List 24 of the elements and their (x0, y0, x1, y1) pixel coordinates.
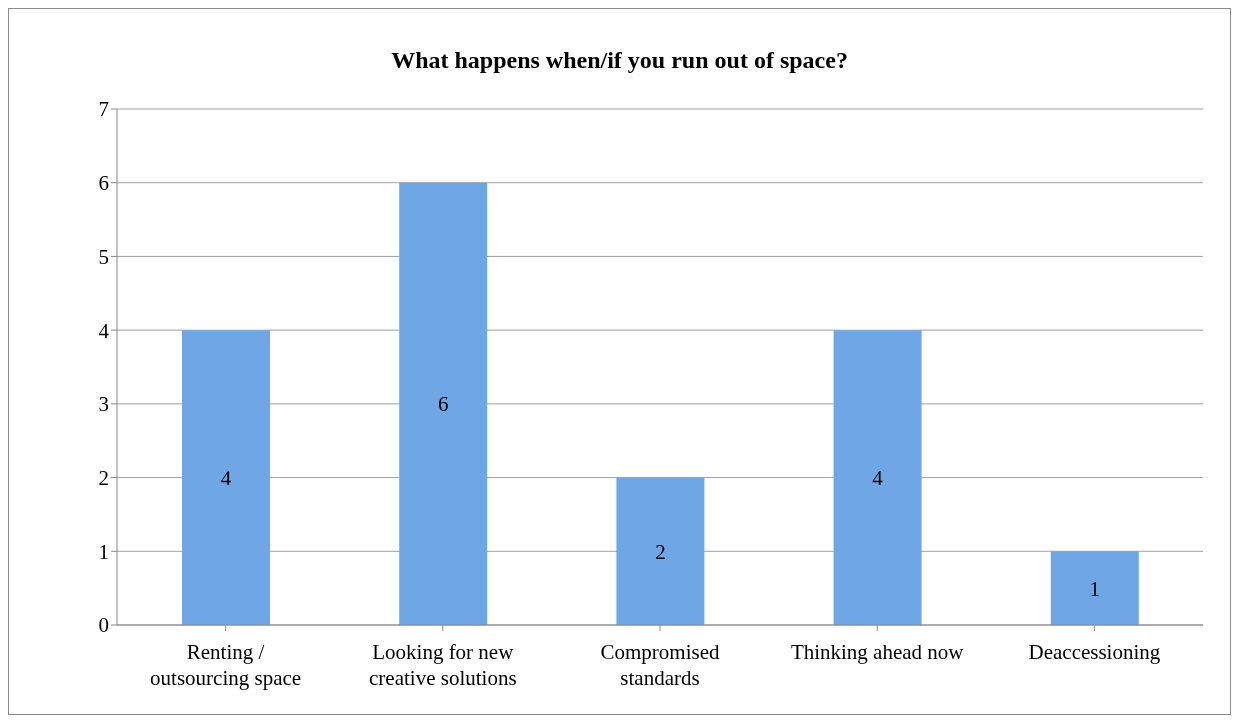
bar (833, 330, 922, 625)
x-tick-label: Renting / outsourcing space (150, 640, 302, 690)
bar (616, 477, 705, 625)
x-tick-label: Deaccessioning (1028, 640, 1161, 664)
bar (1050, 551, 1139, 625)
y-tick-label: 6 (98, 171, 109, 196)
y-tick-label: 2 (98, 466, 109, 491)
data-label: 4 (872, 466, 884, 491)
bar (399, 182, 488, 625)
data-label: 1 (1089, 576, 1101, 601)
data-label: 2 (655, 539, 666, 564)
y-tick-label: 4 (98, 318, 110, 343)
y-tick-label: 3 (98, 392, 109, 417)
x-tick-label: Looking for new creative solutions (369, 640, 517, 690)
data-label: 4 (220, 466, 232, 491)
data-label: 6 (437, 392, 449, 417)
x-tick-label: Thinking ahead now (790, 640, 965, 664)
y-tick-label: 5 (98, 244, 109, 269)
chart-title: What happens when/if you run out of space? (390, 47, 849, 74)
bar (182, 330, 270, 625)
x-tick-label: Compromised standards (600, 640, 720, 690)
y-tick-label: 0 (98, 613, 109, 638)
y-tick-label: 7 (98, 97, 109, 122)
y-tick-label: 1 (98, 539, 109, 564)
